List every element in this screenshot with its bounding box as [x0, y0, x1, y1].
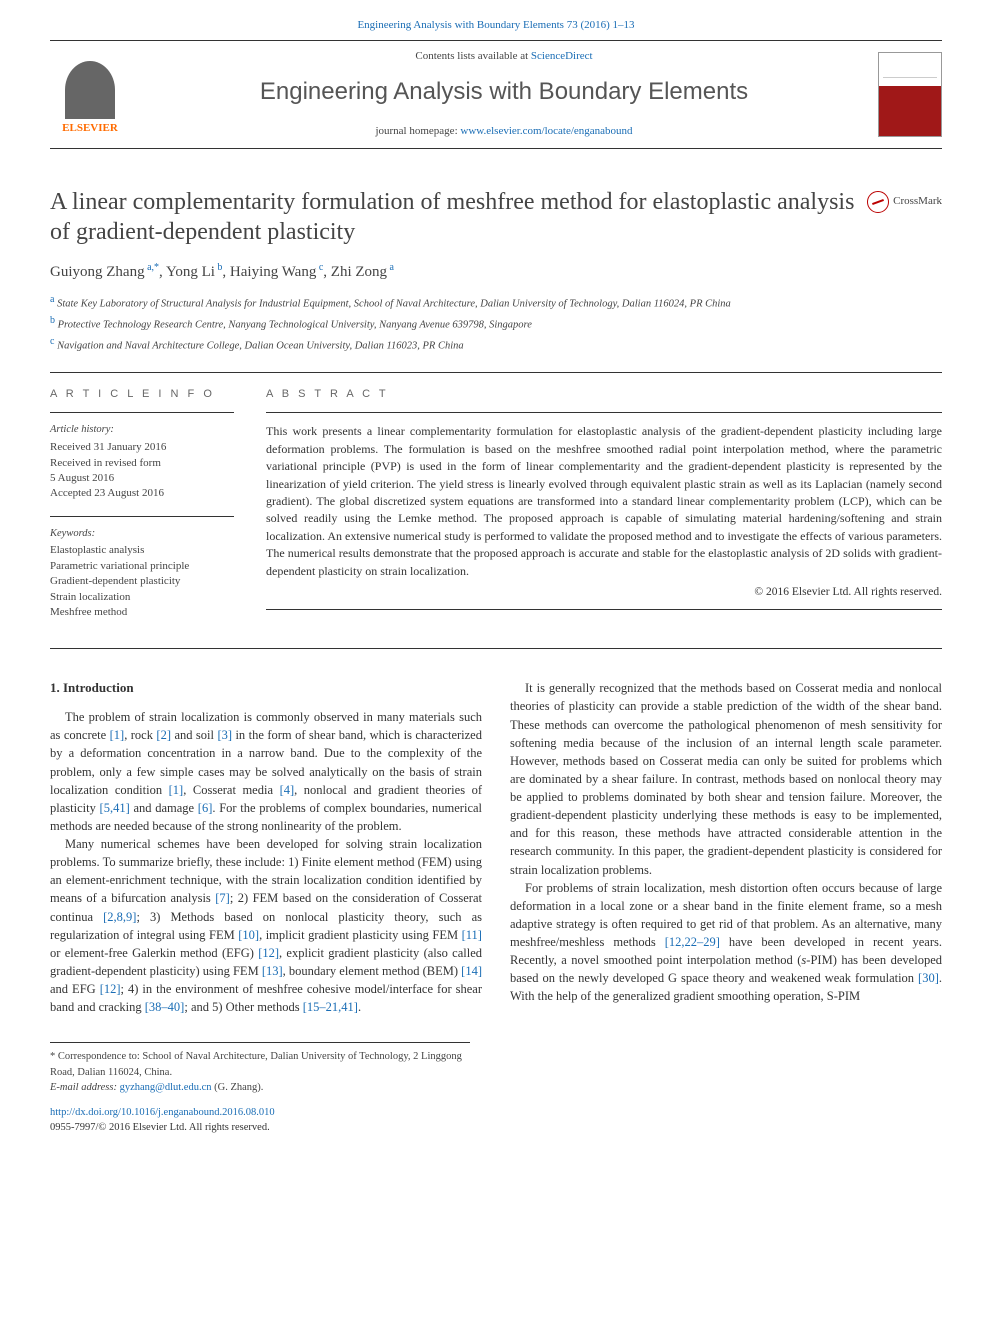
- abstract-col: A B S T R A C T This work presents a lin…: [250, 373, 942, 649]
- article-info-heading: A R T I C L E I N F O: [50, 387, 234, 403]
- ref-link[interactable]: [7]: [215, 891, 230, 905]
- ref-link[interactable]: [2,8,9]: [103, 910, 136, 924]
- divider: [266, 412, 942, 413]
- history-line: Accepted 23 August 2016: [50, 486, 234, 501]
- author-3: Haiying Wang: [230, 264, 316, 280]
- article-info-col: A R T I C L E I N F O Article history: R…: [50, 373, 250, 649]
- corr-mark[interactable]: *: [154, 262, 159, 273]
- ref-link[interactable]: [4]: [280, 783, 295, 797]
- ref-link[interactable]: [2]: [156, 728, 171, 742]
- top-citation: Engineering Analysis with Boundary Eleme…: [0, 0, 992, 40]
- ref-link[interactable]: [38–40]: [145, 1000, 185, 1014]
- issn-line: 0955-7997/© 2016 Elsevier Ltd. All right…: [50, 1120, 942, 1135]
- affil-sup: a: [387, 262, 394, 273]
- history-line: Received 31 January 2016: [50, 440, 234, 455]
- keyword: Strain localization: [50, 590, 234, 605]
- ref-link[interactable]: [5,41]: [100, 801, 130, 815]
- author-2: Yong Li: [166, 264, 215, 280]
- keyword: Elastoplastic analysis: [50, 543, 234, 558]
- keyword: Parametric variational principle: [50, 559, 234, 574]
- authors-line: Guiyong Zhang a,*, Yong Li b, Haiying Wa…: [50, 261, 942, 284]
- ref-link[interactable]: [30]: [918, 971, 939, 985]
- abstract-text: This work presents a linear complementar…: [266, 423, 942, 580]
- corr-email-link[interactable]: gyzhang@dlut.edu.cn: [120, 1082, 212, 1093]
- ref-link[interactable]: [12]: [258, 946, 279, 960]
- divider: [50, 412, 234, 413]
- affil-b: Protective Technology Research Centre, N…: [58, 320, 532, 331]
- affil-sup: b: [215, 262, 223, 273]
- history-line: 5 August 2016: [50, 471, 234, 486]
- abstract-copyright: © 2016 Elsevier Ltd. All rights reserved…: [266, 584, 942, 601]
- history-block: Article history: Received 31 January 201…: [50, 423, 234, 501]
- ref-link[interactable]: [15–21,41]: [303, 1000, 358, 1014]
- elsevier-label: ELSEVIER: [62, 121, 118, 137]
- keyword: Gradient-dependent plasticity: [50, 574, 234, 589]
- info-abstract-row: A R T I C L E I N F O Article history: R…: [50, 373, 942, 649]
- author-1: Guiyong Zhang: [50, 264, 145, 280]
- correspondence-note: * Correspondence to: School of Naval Arc…: [50, 1049, 470, 1079]
- top-citation-link[interactable]: Engineering Analysis with Boundary Eleme…: [357, 19, 634, 31]
- divider: [266, 609, 942, 610]
- elsevier-tree-icon: [65, 61, 115, 119]
- history-label: Article history:: [50, 423, 234, 438]
- ref-link[interactable]: [13]: [262, 964, 283, 978]
- footnotes: * Correspondence to: School of Naval Arc…: [50, 1042, 470, 1095]
- ref-link[interactable]: [6]: [198, 801, 213, 815]
- affil-sup: c: [316, 262, 323, 273]
- homepage-line: journal homepage: www.elsevier.com/locat…: [130, 124, 878, 140]
- ref-link[interactable]: [1]: [169, 783, 184, 797]
- ref-link[interactable]: [14]: [461, 964, 482, 978]
- paper-title: A linear complementarity formulation of …: [50, 187, 855, 247]
- body-paragraph: For problems of strain localization, mes…: [510, 879, 942, 1006]
- contents-line: Contents lists available at ScienceDirec…: [130, 49, 878, 65]
- ref-link[interactable]: [11]: [462, 928, 482, 942]
- keywords-block: Keywords: Elastoplastic analysis Paramet…: [50, 527, 234, 621]
- crossmark-label: CrossMark: [893, 194, 942, 210]
- doi-block: http://dx.doi.org/10.1016/j.enganabound.…: [50, 1105, 942, 1135]
- ref-link[interactable]: [3]: [217, 728, 232, 742]
- crossmark-icon: [867, 191, 889, 213]
- affil-sup: a,: [145, 262, 154, 273]
- body-paragraph: Many numerical schemes have been develop…: [50, 835, 482, 1016]
- elsevier-logo: ELSEVIER: [50, 52, 130, 137]
- abstract-heading: A B S T R A C T: [266, 387, 942, 403]
- body-paragraph: The problem of strain localization is co…: [50, 708, 482, 835]
- affil-c: Navigation and Naval Architecture Colleg…: [57, 340, 464, 351]
- email-line: E-mail address: gyzhang@dlut.edu.cn (G. …: [50, 1080, 470, 1095]
- journal-cover-thumb: [878, 52, 942, 137]
- crossmark-badge[interactable]: CrossMark: [867, 191, 942, 213]
- journal-homepage-link[interactable]: www.elsevier.com/locate/enganabound: [460, 125, 632, 137]
- author-4: Zhi Zong: [331, 264, 387, 280]
- header-center: Contents lists available at ScienceDirec…: [130, 49, 878, 140]
- history-line: Received in revised form: [50, 456, 234, 471]
- ref-link[interactable]: [12,22–29]: [665, 935, 720, 949]
- doi-link[interactable]: http://dx.doi.org/10.1016/j.enganabound.…: [50, 1107, 275, 1118]
- sciencedirect-link[interactable]: ScienceDirect: [531, 50, 593, 62]
- journal-header: ELSEVIER Contents lists available at Sci…: [50, 40, 942, 149]
- divider: [50, 516, 234, 517]
- keywords-label: Keywords:: [50, 527, 234, 542]
- body-text-columns: 1. Introduction The problem of strain lo…: [50, 679, 942, 1016]
- affiliations: a State Key Laboratory of Structural Ana…: [50, 293, 942, 353]
- divider: [50, 648, 942, 649]
- journal-name: Engineering Analysis with Boundary Eleme…: [130, 75, 878, 110]
- ref-link[interactable]: [1]: [110, 728, 125, 742]
- ref-link[interactable]: [12]: [100, 982, 121, 996]
- section-heading: 1. Introduction: [50, 679, 482, 698]
- ref-link[interactable]: [10]: [238, 928, 259, 942]
- body-paragraph: It is generally recognized that the meth…: [510, 679, 942, 878]
- keyword: Meshfree method: [50, 605, 234, 620]
- affil-a: State Key Laboratory of Structural Analy…: [57, 299, 731, 310]
